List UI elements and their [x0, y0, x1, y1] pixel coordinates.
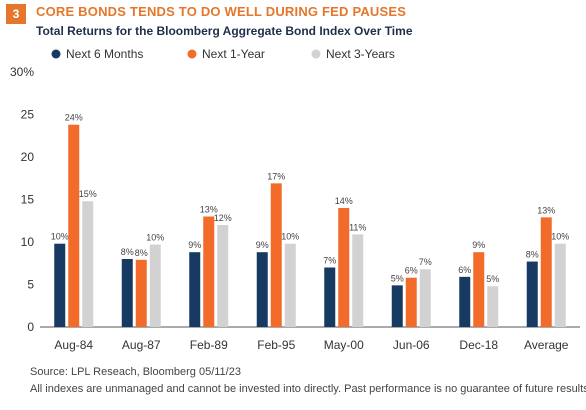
- bar-may-00-series-1: [324, 267, 336, 327]
- y-tick-label: 5: [27, 278, 34, 292]
- data-label: 12%: [214, 213, 232, 223]
- data-label: 15%: [79, 189, 97, 199]
- data-label: 10%: [551, 232, 569, 242]
- x-category-label: Feb-95: [257, 338, 295, 352]
- x-category-label: May-00: [324, 338, 364, 352]
- bar-feb-89-series-2: [203, 216, 215, 327]
- legend-label-2: Next 1-Year: [202, 47, 265, 61]
- bar-may-00-series-3: [352, 234, 364, 327]
- bar-jun-06-series-1: [391, 285, 403, 327]
- bar-dec-18-series-2: [473, 252, 485, 327]
- bar-average-series-2: [540, 217, 552, 327]
- data-label: 17%: [267, 171, 285, 181]
- data-label: 24%: [65, 113, 83, 123]
- data-label: 11%: [349, 222, 366, 232]
- x-category-label: Dec-18: [459, 338, 498, 352]
- figure-number-badge: 3: [6, 4, 26, 24]
- chart-subtitle: Total Returns for the Bloomberg Aggregat…: [36, 24, 413, 38]
- bar-feb-95-series-3: [284, 243, 296, 327]
- legend-marker-3: [311, 49, 321, 59]
- y-tick-label: 20: [21, 150, 35, 164]
- data-label: 9%: [188, 240, 201, 250]
- x-category-label: Feb-89: [190, 338, 228, 352]
- data-label: 8%: [135, 248, 148, 258]
- bar-chart: Next 6 Months Next 1-Year Next 3-Years 0 5 10…: [10, 47, 580, 352]
- chart-title: CORE BONDS TENDS TO DO WELL DURING FED P…: [36, 4, 407, 19]
- bar-jun-06-series-2: [405, 277, 417, 327]
- bar-aug-87-series-1: [121, 259, 133, 327]
- bar-dec-18-series-3: [487, 286, 499, 327]
- y-tick-label: 0: [27, 320, 34, 334]
- legend-marker-1: [51, 49, 61, 59]
- data-label: 7%: [323, 256, 336, 266]
- x-category-label: Average: [524, 338, 569, 352]
- legend-label-1: Next 6 Months: [66, 47, 143, 61]
- bar-feb-95-series-1: [256, 252, 268, 327]
- data-label: 8%: [526, 250, 539, 260]
- data-label: 13%: [537, 205, 555, 215]
- data-label: 5%: [486, 274, 499, 284]
- data-label: 8%: [121, 247, 134, 257]
- data-label: 9%: [256, 240, 269, 250]
- data-label: 13%: [200, 205, 218, 215]
- bar-average-series-1: [526, 261, 538, 327]
- data-label: 10%: [281, 232, 299, 242]
- x-category-label: Aug-84: [54, 338, 93, 352]
- bar-feb-89-series-1: [189, 252, 201, 327]
- data-label: 14%: [335, 196, 353, 206]
- bar-dec-18-series-1: [459, 276, 471, 327]
- y-tick-label: 25: [21, 108, 35, 122]
- bar-may-00-series-2: [338, 208, 350, 327]
- bar-aug-87-series-3: [149, 244, 161, 327]
- source-note: Source: LPL Reseach, Bloomberg 05/11/23: [30, 366, 241, 378]
- data-label: 5%: [391, 273, 404, 283]
- legend-label-3: Next 3-Years: [326, 47, 395, 61]
- data-label: 6%: [458, 265, 471, 275]
- bar-feb-89-series-3: [217, 225, 229, 327]
- y-tick-label: 30%: [10, 65, 34, 79]
- data-label: 7%: [419, 257, 432, 267]
- data-label: 9%: [472, 240, 485, 250]
- bar-jun-06-series-3: [419, 269, 431, 327]
- y-tick-label: 10: [21, 235, 35, 249]
- x-category-label: Aug-87: [122, 338, 161, 352]
- data-label: 10%: [51, 232, 69, 242]
- data-label: 10%: [146, 233, 164, 243]
- bar-aug-87-series-2: [135, 259, 147, 327]
- legend-marker-2: [187, 49, 197, 59]
- bar-average-series-3: [554, 243, 566, 327]
- bar-aug-84-series-3: [82, 201, 94, 327]
- data-label: 6%: [405, 266, 418, 276]
- x-category-label: Jun-06: [393, 338, 430, 352]
- disclaimer-note: All indexes are unmanaged and cannot be …: [30, 383, 586, 395]
- bar-feb-95-series-2: [270, 183, 282, 327]
- y-tick-label: 15: [21, 193, 35, 207]
- bar-aug-84-series-2: [68, 124, 80, 327]
- bar-aug-84-series-1: [54, 243, 66, 327]
